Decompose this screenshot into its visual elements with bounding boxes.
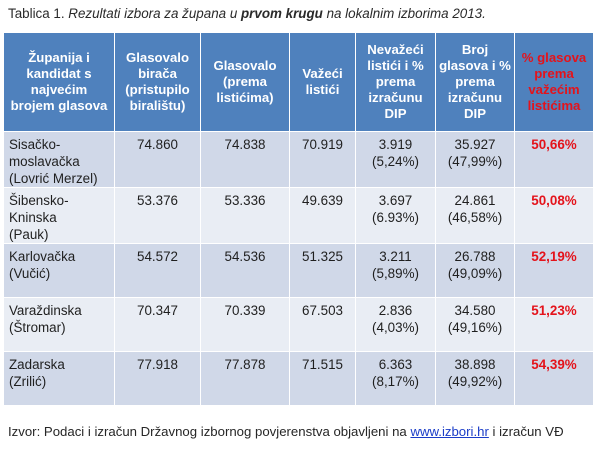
nevazeci-percent: (6.93%) [372, 210, 419, 225]
results-table: Županija i kandidat s najvećim brojem gl… [3, 32, 594, 406]
zupanija-name: Zadarska [9, 357, 65, 372]
zupanija-name: Varaždinska [9, 303, 82, 318]
caption-italic-b: na lokalnim izborima 2013. [322, 6, 486, 21]
cell-listici: 53.336 [200, 187, 290, 244]
zupanija-name: Šibensko-Kninska [9, 193, 69, 225]
cell-postotak: 54,39% [514, 351, 594, 406]
cell-nevazeci: 3.919 (5,24%) [355, 131, 436, 188]
glasovi-count: 24.861 [454, 193, 496, 208]
cell-postotak: 50,66% [514, 131, 594, 188]
cell-listici: 74.838 [200, 131, 290, 188]
table-caption: Tablica 1. Rezultati izbora za župana u … [8, 6, 486, 21]
table-row: Varaždinska (Štromar) 70.347 70.339 67.50… [3, 297, 594, 352]
table-row: Karlovačka (Vučić) 54.572 54.536 51.325 3… [3, 243, 594, 298]
nevazeci-percent: (8,17%) [372, 374, 419, 389]
source-prefix: Izvor: Podaci i izračun Državnog izborno… [8, 424, 411, 439]
cell-postotak: 50,08% [514, 187, 594, 244]
cell-biraci: 70.347 [114, 297, 201, 352]
nevazeci-percent: (4,03%) [372, 320, 419, 335]
nevazeci-percent: (5,89%) [372, 266, 419, 281]
cell-vazeci: 70.919 [289, 131, 356, 188]
source-note: Izvor: Podaci i izračun Državnog izborno… [8, 424, 564, 439]
cell-vazeci: 71.515 [289, 351, 356, 406]
table-row: Zadarska (Zrilić) 77.918 77.878 71.515 6.… [3, 351, 594, 406]
cell-nevazeci: 3.697 (6.93%) [355, 187, 436, 244]
cell-vazeci: 51.325 [289, 243, 356, 298]
glasovi-count: 38.898 [454, 357, 496, 372]
glasovi-count: 35.927 [454, 137, 496, 152]
cell-vazeci: 49.639 [289, 187, 356, 244]
kandidat-name: (Pauk) [9, 227, 49, 242]
cell-zupanija: Karlovačka (Vučić) [3, 243, 115, 298]
caption-prefix: Tablica 1. [8, 6, 69, 21]
header-row: Županija i kandidat s najvećim brojem gl… [3, 32, 594, 132]
cell-vazeci: 67.503 [289, 297, 356, 352]
glasovi-percent: (47,99%) [447, 154, 503, 169]
glasovi-count: 26.788 [454, 249, 496, 264]
caption-italic-a: Rezultati izbora za župana u [68, 6, 241, 21]
cell-glasovi: 26.788 (49,09%) [435, 243, 515, 298]
header-zupanija: Županija i kandidat s najvećim brojem gl… [3, 32, 115, 132]
glasovi-percent: (49,92%) [447, 374, 503, 389]
cell-glasovi: 38.898 (49,92%) [435, 351, 515, 406]
cell-zupanija: Zadarska (Zrilić) [3, 351, 115, 406]
header-nevazeci: Nevažeći listići i % prema izračunu DIP [355, 32, 436, 132]
cell-listici: 77.878 [200, 351, 290, 406]
cell-listici: 70.339 [200, 297, 290, 352]
header-vazeci: Važeći listići [289, 32, 356, 132]
source-link[interactable]: www.izbori.hr [410, 424, 489, 439]
nevazeci-count: 2.836 [378, 303, 413, 318]
header-postotak: % glasova prema važećim listićima [514, 32, 594, 132]
zupanija-name: Sisačko-moslavačka [9, 137, 80, 169]
cell-biraci: 54.572 [114, 243, 201, 298]
table-row: Sisačko-moslavačka (Lovrić Merzel) 74.860… [3, 131, 594, 188]
kandidat-name: (Štromar) [9, 320, 66, 335]
nevazeci-count: 3.919 [378, 137, 413, 152]
cell-zupanija: Varaždinska (Štromar) [3, 297, 115, 352]
glasovi-percent: (49,09%) [447, 266, 503, 281]
cell-zupanija: Šibensko-Kninska (Pauk) [3, 187, 115, 244]
nevazeci-count: 3.211 [379, 249, 412, 264]
cell-listici: 54.536 [200, 243, 290, 298]
nevazeci-percent: (5,24%) [372, 154, 419, 169]
kandidat-name: (Lovrić Merzel) [9, 171, 98, 186]
cell-zupanija: Sisačko-moslavačka (Lovrić Merzel) [3, 131, 115, 188]
cell-glasovi: 34.580 (49,16%) [435, 297, 515, 352]
cell-nevazeci: 3.211 (5,89%) [355, 243, 436, 298]
source-suffix: i izračun VĐ [488, 424, 564, 439]
cell-postotak: 52,19% [514, 243, 594, 298]
cell-biraci: 74.860 [114, 131, 201, 188]
header-listici: Glasovalo (prema listićima) [200, 32, 290, 132]
glasovi-percent: (46,58%) [447, 210, 503, 225]
nevazeci-count: 6.363 [378, 357, 413, 372]
cell-biraci: 77.918 [114, 351, 201, 406]
cell-nevazeci: 6.363 (8,17%) [355, 351, 436, 406]
header-glasovi: Broj glasova i % prema izračunu DIP [435, 32, 515, 132]
cell-nevazeci: 2.836 (4,03%) [355, 297, 436, 352]
cell-glasovi: 24.861 (46,58%) [435, 187, 515, 244]
glasovi-count: 34.580 [454, 303, 496, 318]
table-row: Šibensko-Kninska (Pauk) 53.376 53.336 49.… [3, 187, 594, 244]
kandidat-name: (Vučić) [9, 266, 51, 281]
kandidat-name: (Zrilić) [9, 374, 47, 389]
header-biraci: Glasovalo birača (pristupilo biralištu) [114, 32, 201, 132]
nevazeci-count: 3.697 [378, 193, 413, 208]
zupanija-name: Karlovačka [9, 249, 76, 264]
caption-bold: prvom krugu [241, 6, 323, 21]
glasovi-percent: (49,16%) [447, 320, 503, 335]
cell-glasovi: 35.927 (47,99%) [435, 131, 515, 188]
cell-postotak: 51,23% [514, 297, 594, 352]
cell-biraci: 53.376 [114, 187, 201, 244]
